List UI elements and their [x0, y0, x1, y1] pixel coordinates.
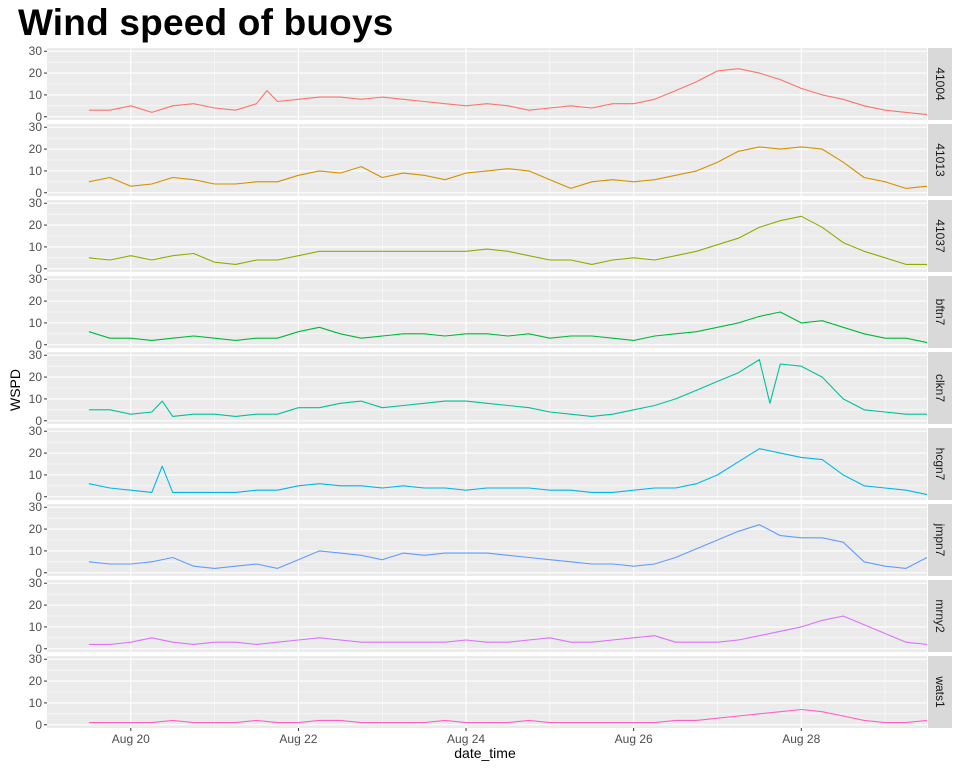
series-line-hcgn7: [88, 448, 928, 496]
y-tick-label: 10: [29, 392, 43, 406]
series-line-mrny2: [88, 615, 928, 645]
y-tick-label: 0: [35, 718, 42, 732]
strip-background: [928, 276, 952, 348]
facet-panel-mrny2: 0 10 20 30 mrny2: [29, 576, 952, 656]
series-line-bftn7: [88, 311, 928, 344]
y-tick-label: 30: [29, 576, 43, 590]
y-tick-label: 30: [29, 652, 43, 666]
x-tick-label: Aug 28: [782, 732, 820, 746]
facet-panel-41037: 0 10 20 30 41037: [29, 196, 952, 276]
x-tick-label: Aug 24: [447, 732, 485, 746]
series-line-41004: [88, 68, 928, 116]
y-tick-label: 10: [29, 88, 43, 102]
y-tick-label: 10: [29, 164, 43, 178]
facet-panel-hcgn7: 0 10 20 30 hcgn7: [29, 424, 952, 504]
y-tick-label: 10: [29, 240, 43, 254]
series-line-wats1: [88, 708, 928, 724]
y-tick-label: 20: [29, 370, 43, 384]
strip-label-41037: 41037: [933, 219, 947, 253]
y-tick-label: 10: [29, 620, 43, 634]
y-tick-label: 30: [29, 196, 43, 210]
y-tick-label: 30: [29, 348, 43, 362]
y-axis-title: WSPD: [7, 369, 23, 411]
y-tick-label: 20: [29, 66, 43, 80]
series-line-41013: [88, 146, 928, 189]
x-tick-label: Aug 22: [279, 732, 317, 746]
facet-panel-clkn7: 0 10 20 30 clkn7: [29, 348, 952, 428]
strip-label-mrny2: mrny2: [933, 599, 947, 633]
strip-label-jmpn7: jmpn7: [933, 523, 947, 557]
y-tick-label: 0: [35, 566, 42, 580]
x-tick-label: Aug 20: [112, 732, 150, 746]
chart-title: Wind speed of buoys: [18, 2, 394, 43]
y-tick-label: 10: [29, 696, 43, 710]
strip-label-hcgn7: hcgn7: [933, 448, 947, 481]
y-tick-label: 20: [29, 142, 43, 156]
facet-panel-41004: 0 10 20 30 41004: [29, 44, 952, 124]
y-tick-label: 20: [29, 294, 43, 308]
x-axis-title: date_time: [454, 745, 516, 761]
x-tick-label: Aug 26: [615, 732, 653, 746]
series-line-jmpn7: [88, 524, 928, 569]
y-tick-label: 0: [35, 110, 42, 124]
y-tick-label: 20: [29, 674, 43, 688]
strip-label-clkn7: clkn7: [933, 374, 947, 402]
y-tick-label: 20: [29, 446, 43, 460]
strip-background: [928, 656, 952, 728]
strip-label-41004: 41004: [933, 67, 947, 101]
y-tick-label: 30: [29, 272, 43, 286]
facet-panel-41013: 0 10 20 30 41013: [29, 120, 952, 200]
y-tick-label: 0: [35, 186, 42, 200]
facet-panel-jmpn7: 0 10 20 30 jmpn7: [29, 500, 952, 580]
y-tick-label: 30: [29, 424, 43, 438]
strip-background: [928, 200, 952, 272]
y-tick-label: 10: [29, 316, 43, 330]
strip-background: [928, 48, 952, 120]
y-tick-label: 20: [29, 522, 43, 536]
y-tick-label: 0: [35, 338, 42, 352]
y-tick-label: 30: [29, 120, 43, 134]
y-tick-label: 0: [35, 262, 42, 276]
y-tick-label: 20: [29, 218, 43, 232]
strip-label-41013: 41013: [933, 143, 947, 177]
y-tick-label: 10: [29, 468, 43, 482]
series-line-41037: [88, 215, 927, 265]
y-tick-label: 20: [29, 598, 43, 612]
strip-background: [928, 352, 952, 424]
strip-label-bftn7: bftn7: [933, 299, 947, 326]
y-tick-label: 0: [35, 490, 42, 504]
strip-background: [928, 124, 952, 196]
strip-background: [928, 504, 952, 576]
y-tick-label: 30: [29, 44, 43, 58]
y-tick-label: 30: [29, 500, 43, 514]
facet-panel-bftn7: 0 10 20 30 bftn7: [29, 272, 952, 352]
strip-background: [928, 428, 952, 500]
y-tick-label: 10: [29, 544, 43, 558]
y-tick-label: 0: [35, 414, 42, 428]
facet-panel-wats1: 0 10 20 30 wats1: [29, 652, 952, 732]
strip-background: [928, 580, 952, 652]
strip-label-wats1: wats1: [933, 675, 947, 708]
series-line-clkn7: [88, 359, 927, 417]
y-tick-label: 0: [35, 642, 42, 656]
